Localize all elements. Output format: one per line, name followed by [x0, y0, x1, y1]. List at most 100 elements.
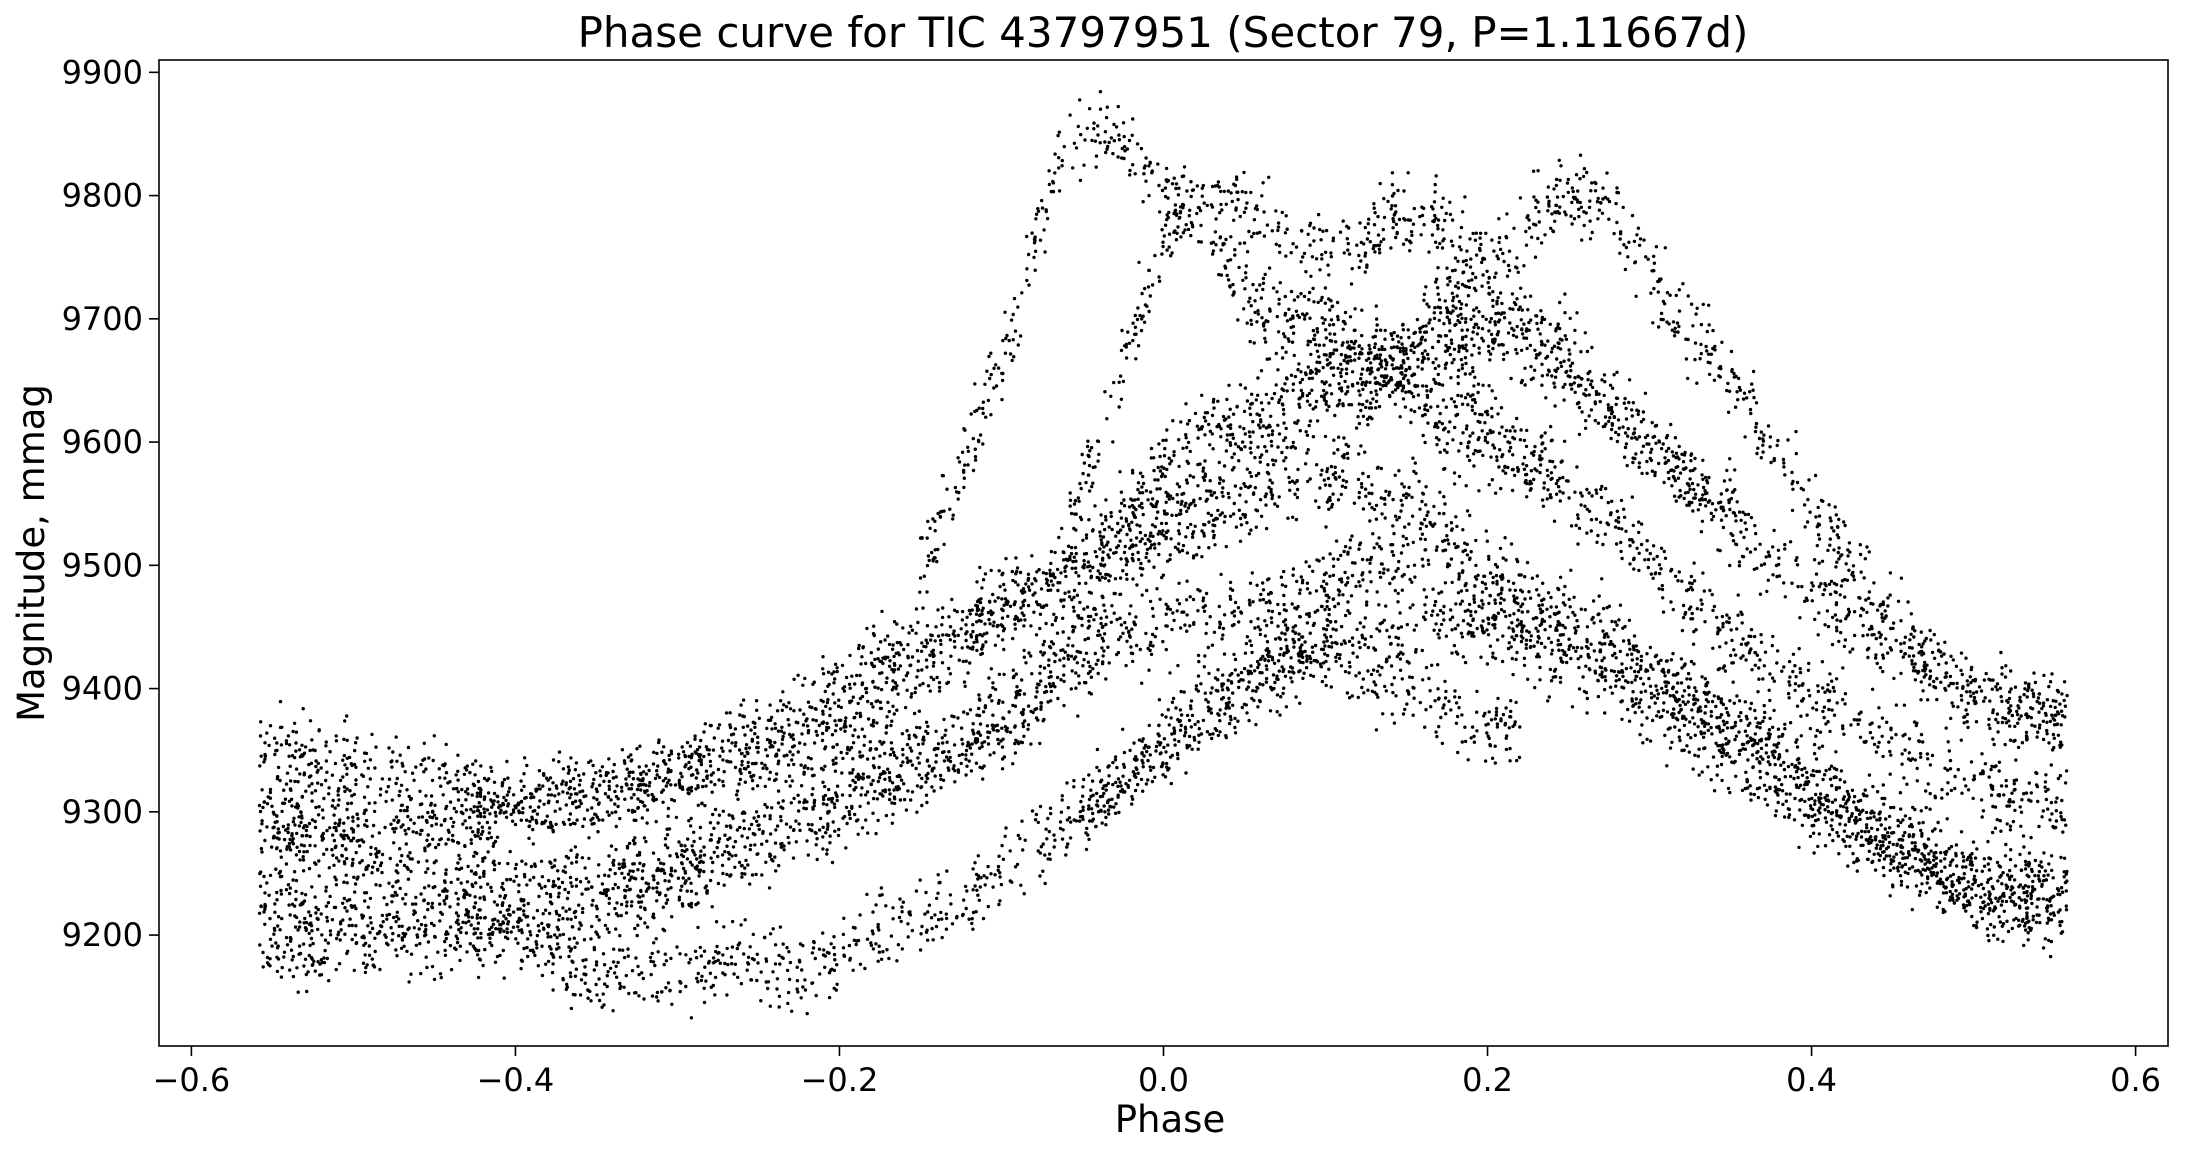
- data-point: [1327, 607, 1332, 612]
- data-point: [2012, 878, 2017, 882]
- data-point: [1792, 776, 1796, 781]
- data-point: [1520, 602, 1525, 606]
- data-point: [1601, 629, 1605, 633]
- data-point: [1147, 668, 1151, 672]
- data-point: [1086, 660, 1091, 664]
- data-point: [1913, 841, 1917, 845]
- data-point: [1211, 523, 1215, 527]
- data-point: [1185, 613, 1189, 617]
- data-point: [641, 894, 645, 898]
- data-point: [606, 912, 611, 916]
- data-point: [1764, 788, 1769, 793]
- data-point: [1709, 725, 1713, 730]
- data-point: [309, 955, 314, 960]
- data-point: [627, 991, 631, 996]
- data-point: [936, 891, 940, 895]
- data-point: [1764, 743, 1769, 747]
- data-point: [1619, 700, 1623, 704]
- data-point: [573, 945, 577, 949]
- data-point: [1029, 654, 1033, 658]
- data-point: [586, 996, 590, 1000]
- data-point: [542, 927, 546, 931]
- data-point: [1721, 728, 1725, 733]
- data-point: [1124, 563, 1129, 567]
- data-point: [1499, 608, 1504, 612]
- data-point: [1679, 657, 1684, 661]
- data-point: [1401, 534, 1405, 538]
- data-point: [1220, 688, 1225, 692]
- data-point: [1209, 493, 1213, 497]
- data-point: [309, 936, 314, 941]
- data-point: [708, 971, 713, 975]
- data-point: [856, 818, 860, 822]
- data-point: [597, 935, 601, 939]
- data-point: [511, 910, 516, 914]
- data-point: [492, 868, 497, 872]
- data-point: [1047, 682, 1052, 686]
- data-point: [750, 873, 755, 877]
- data-point: [1645, 652, 1649, 656]
- data-point: [1639, 667, 1643, 671]
- data-point: [1378, 570, 1382, 575]
- data-point: [766, 986, 770, 991]
- data-point: [524, 862, 528, 866]
- data-point: [1356, 477, 1361, 482]
- data-point: [1719, 713, 1724, 717]
- data-point: [1379, 496, 1384, 500]
- data-point: [779, 815, 783, 819]
- data-point: [1881, 850, 1885, 854]
- data-point: [1752, 792, 1757, 797]
- data-point: [1047, 658, 1051, 662]
- data-point: [916, 742, 921, 747]
- data-point: [968, 708, 973, 712]
- data-point: [1413, 461, 1418, 465]
- data-point: [1314, 589, 1319, 593]
- data-point: [301, 855, 305, 859]
- data-point: [2031, 918, 2035, 922]
- data-point: [944, 728, 948, 732]
- data-point: [1309, 673, 1313, 677]
- chart-title: Phase curve for TIC 43797951 (Sector 79,…: [578, 8, 1749, 57]
- data-point: [1034, 812, 1039, 817]
- data-point: [878, 739, 882, 744]
- data-point: [1557, 648, 1561, 652]
- data-point: [1878, 839, 1882, 844]
- data-point: [1861, 843, 1865, 847]
- data-point: [1049, 811, 1053, 816]
- data-point: [1480, 590, 1485, 594]
- data-point: [1725, 720, 1729, 725]
- data-point: [1200, 529, 1204, 533]
- data-point: [1000, 745, 1005, 749]
- data-point: [1887, 834, 1891, 839]
- data-point: [1390, 543, 1395, 547]
- data-point: [652, 941, 656, 945]
- data-point: [1221, 494, 1225, 498]
- data-point: [1757, 786, 1762, 790]
- data-point: [1193, 503, 1197, 508]
- data-point: [1955, 894, 1959, 898]
- data-point: [717, 813, 722, 817]
- data-point: [1709, 714, 1714, 718]
- data-point: [1627, 641, 1632, 646]
- data-point: [1149, 652, 1154, 657]
- data-point: [501, 920, 505, 924]
- data-point: [1322, 640, 1326, 644]
- data-point: [476, 936, 480, 940]
- data-point: [474, 947, 478, 952]
- data-point: [395, 914, 399, 919]
- data-point: [1972, 923, 1976, 928]
- data-point: [1823, 844, 1828, 848]
- data-point: [1846, 792, 1851, 796]
- data-point: [539, 886, 544, 890]
- data-point: [892, 795, 897, 799]
- data-point: [522, 913, 526, 917]
- data-point: [851, 768, 855, 772]
- data-point: [748, 945, 752, 949]
- data-point: [866, 775, 870, 779]
- data-point: [1979, 895, 1983, 899]
- data-point: [909, 759, 913, 763]
- data-point: [1346, 550, 1350, 554]
- data-point: [1629, 666, 1633, 670]
- data-point: [1655, 696, 1660, 700]
- data-point: [1337, 589, 1342, 593]
